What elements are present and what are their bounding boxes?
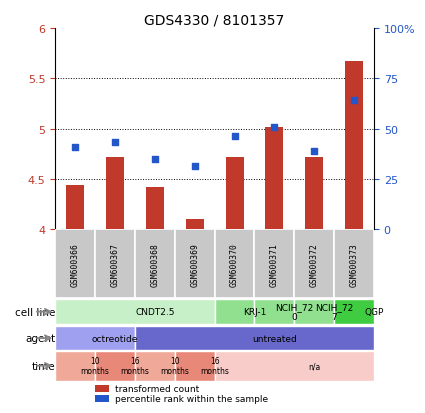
Point <box>191 163 198 170</box>
Bar <box>215 230 255 299</box>
Bar <box>55 326 135 351</box>
Bar <box>215 299 255 324</box>
Point <box>151 156 158 163</box>
Bar <box>95 351 135 381</box>
Bar <box>345 62 363 230</box>
Bar <box>55 351 95 381</box>
Bar <box>95 230 135 299</box>
Text: CNDT2.5: CNDT2.5 <box>135 307 175 316</box>
Text: GSM600368: GSM600368 <box>150 242 159 286</box>
Bar <box>146 188 164 230</box>
Bar <box>55 230 95 299</box>
Bar <box>175 351 215 381</box>
Text: n/a: n/a <box>308 361 320 370</box>
Text: agent: agent <box>25 333 55 343</box>
Point <box>311 148 317 155</box>
Bar <box>186 220 204 230</box>
Bar <box>135 351 175 381</box>
Title: GDS4330 / 8101357: GDS4330 / 8101357 <box>144 14 285 28</box>
Bar <box>106 157 124 230</box>
Text: GSM600370: GSM600370 <box>230 242 239 286</box>
Point <box>271 124 278 131</box>
Bar <box>95 394 109 402</box>
Bar <box>66 185 84 230</box>
Text: cell line: cell line <box>15 307 55 317</box>
Point <box>231 133 238 140</box>
Text: NCIH_72
7: NCIH_72 7 <box>315 302 353 322</box>
Point <box>112 139 119 146</box>
Text: KRJ-1: KRJ-1 <box>243 307 266 316</box>
Text: GSM600369: GSM600369 <box>190 242 199 286</box>
Bar <box>305 157 323 230</box>
Text: 16
months: 16 months <box>200 356 229 375</box>
Text: NCIH_72
0: NCIH_72 0 <box>275 302 313 322</box>
Bar <box>255 299 294 324</box>
Text: transformed count: transformed count <box>115 384 199 393</box>
Text: 16
months: 16 months <box>121 356 149 375</box>
Point <box>72 144 79 151</box>
Bar <box>294 299 334 324</box>
Text: GSM600371: GSM600371 <box>270 242 279 286</box>
Text: untreated: untreated <box>252 334 297 343</box>
Text: time: time <box>31 361 55 371</box>
Bar <box>294 230 334 299</box>
Text: octreotide: octreotide <box>92 334 138 343</box>
Bar <box>135 326 374 351</box>
Text: GSM600372: GSM600372 <box>310 242 319 286</box>
Bar <box>266 127 283 230</box>
Bar <box>95 385 109 392</box>
Bar <box>226 157 244 230</box>
Text: GSM600373: GSM600373 <box>350 242 359 286</box>
Text: percentile rank within the sample: percentile rank within the sample <box>115 394 268 403</box>
Bar <box>255 230 294 299</box>
Bar <box>135 230 175 299</box>
Bar <box>175 230 215 299</box>
Text: QGP: QGP <box>364 307 384 316</box>
Bar <box>55 299 215 324</box>
Bar <box>334 299 374 324</box>
Bar <box>215 351 374 381</box>
Text: 10
months: 10 months <box>81 356 110 375</box>
Text: GSM600367: GSM600367 <box>110 242 119 286</box>
Text: 10
months: 10 months <box>160 356 189 375</box>
Point <box>351 98 357 104</box>
Text: GSM600366: GSM600366 <box>71 242 79 286</box>
Bar <box>334 230 374 299</box>
